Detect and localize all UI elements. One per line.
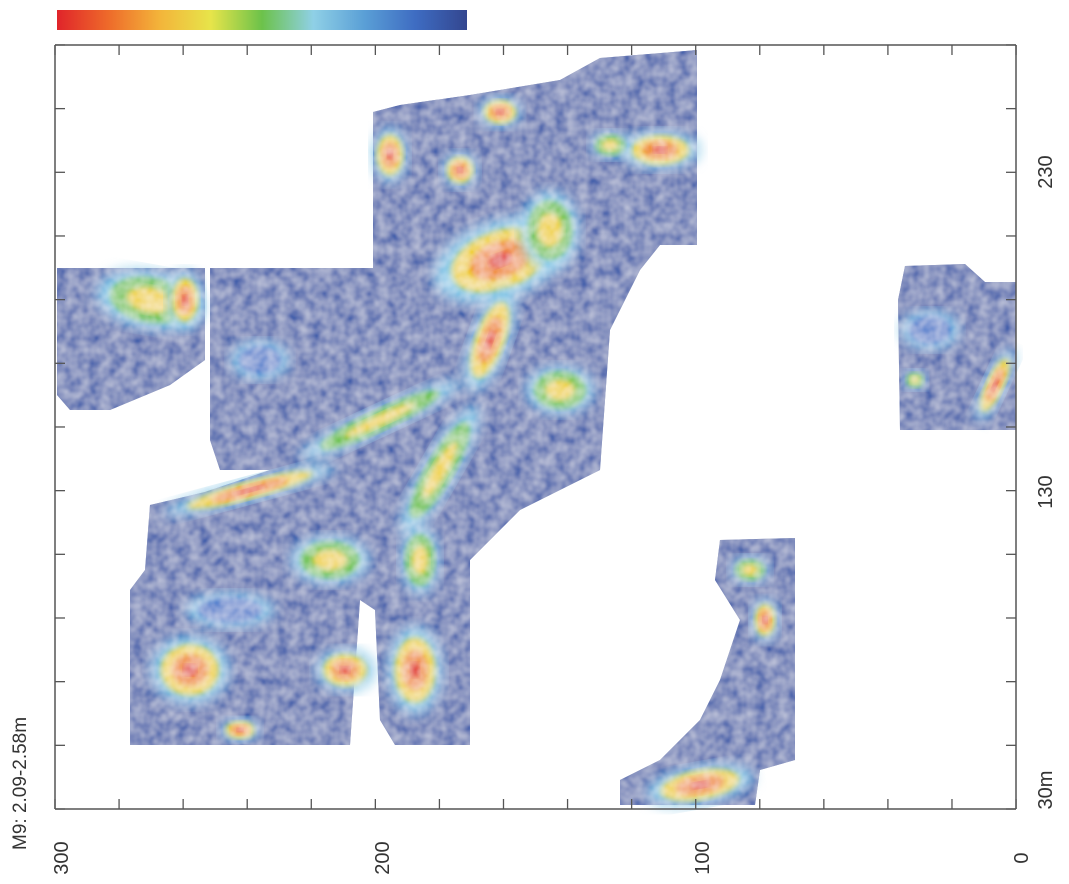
anomaly-lineament-2-layer-3 (236, 485, 264, 495)
anomaly-lower-mid-2-layer-3 (410, 662, 420, 678)
anomaly-center-upper-layer-2 (536, 212, 564, 248)
x-tick-label-200: 200 (372, 841, 394, 874)
anomaly-triangle-tail-layer-3 (485, 331, 495, 349)
anomaly-arc-bottom-layer-3 (691, 781, 709, 789)
anomaly-layer (95, 96, 1016, 807)
anomaly-right-small-2-layer-1 (908, 315, 952, 345)
panel-bottom-arc-shading (620, 538, 795, 805)
anomaly-lower-left-layer-3 (183, 664, 197, 676)
anomaly-arc-upper-layer-2 (741, 563, 759, 577)
y-tick-label-230: 230 (1035, 155, 1057, 188)
color-scale-rect (57, 10, 467, 30)
anomaly-mid-center-layer-3 (457, 167, 463, 173)
anomaly-arc-mid-layer-3 (762, 616, 768, 624)
survey-data-layer (57, 50, 1016, 807)
anomaly-top-right-2-layer-2 (601, 138, 619, 152)
anomaly-lower-mid-4-layer-1 (197, 597, 263, 623)
y-tick-label-130: 130 (1035, 475, 1057, 508)
anomaly-lower-mid-layer-3 (340, 666, 350, 674)
color-scale-gradient (57, 10, 467, 30)
anomaly-lower-center-layer-2 (411, 544, 429, 576)
anomaly-left-panel-layer-2 (126, 286, 174, 314)
anomaly-left-mid-layer-1 (238, 345, 282, 375)
anomaly-left-panel-2-layer-3 (182, 295, 188, 305)
anomaly-lineament-1-layer-2 (344, 402, 416, 438)
x-tick-label-100: 100 (692, 841, 714, 874)
anomaly-right-small-layer-3 (991, 379, 999, 391)
x-tick-label-300: 300 (51, 841, 73, 874)
anomaly-triangle-layer-3 (489, 252, 511, 268)
anomaly-upper-left-panel-layer-3 (387, 150, 393, 160)
anomaly-top-right-layer-3 (653, 146, 667, 154)
plot-frame (54, 44, 1017, 810)
x-tick-label-0: 0 (1011, 852, 1033, 863)
anomaly-lower-mid-3-layer-2 (312, 549, 348, 571)
anomaly-lower-left-2-layer-3 (236, 728, 244, 732)
anomaly-lineament-3-layer-2 (422, 441, 458, 499)
map-title: M9: 2.09-2.58m (10, 716, 31, 850)
anomaly-center-right-layer-2 (544, 379, 576, 401)
y-tick-label-30m: 30m (1035, 771, 1057, 810)
axis-ticks (54, 44, 1017, 810)
anomaly-right-small-3-layer-2 (909, 375, 921, 385)
anomaly-top-center-layer-3 (496, 109, 504, 115)
